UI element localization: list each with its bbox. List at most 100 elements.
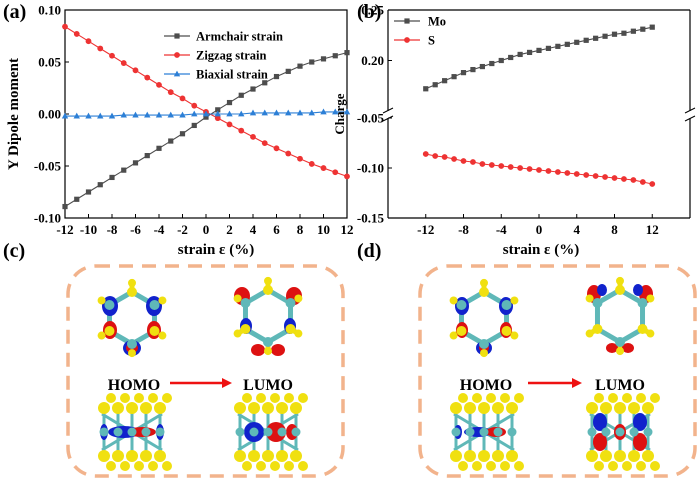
atom — [622, 461, 632, 471]
data-point-s — [432, 153, 439, 159]
atom — [242, 393, 252, 403]
data-point-biaxial — [120, 111, 127, 118]
data-point-mo — [574, 39, 580, 45]
data-point-s — [517, 165, 524, 171]
lumo-top-structure-d — [585, 276, 655, 356]
x-tick-label-a: -6 — [130, 222, 141, 237]
atom — [506, 450, 518, 462]
atom — [492, 402, 504, 414]
lumo-label-d: LUMO — [595, 377, 645, 394]
atom — [98, 402, 110, 414]
data-point-zigzag — [238, 127, 245, 134]
atom — [480, 278, 488, 287]
atom — [486, 461, 496, 471]
atom — [235, 427, 245, 437]
legend-label: Zigzag strain — [196, 49, 267, 63]
axis-break-mark — [684, 115, 696, 122]
data-point-mo — [470, 66, 476, 73]
legend-marker — [173, 70, 181, 77]
atom — [636, 461, 646, 471]
atom — [514, 461, 524, 471]
data-point-mo — [489, 60, 495, 67]
data-point-s — [554, 169, 561, 175]
lumo-top-structure-c — [233, 276, 303, 356]
atom — [162, 461, 172, 471]
data-point-biaxial — [108, 112, 116, 119]
axis-break-mark — [684, 107, 696, 114]
data-point-mo — [479, 63, 485, 70]
x-tick-label-b: -12 — [417, 222, 434, 237]
atom — [263, 427, 273, 437]
atom — [248, 450, 260, 462]
data-point-biaxial — [273, 109, 280, 116]
atom — [637, 298, 648, 308]
atom — [104, 300, 115, 310]
y-axis-title-b: Charge — [332, 93, 347, 134]
data-point-s — [451, 156, 457, 162]
data-point-biaxial — [191, 110, 198, 117]
x-tick-label-b: -4 — [496, 222, 507, 237]
data-point-s — [479, 161, 486, 167]
data-point-armchair — [62, 203, 68, 210]
atom — [290, 402, 302, 414]
atom — [270, 461, 280, 471]
data-point-mo — [640, 26, 646, 32]
data-point-biaxial — [308, 109, 315, 116]
atom — [162, 393, 172, 403]
atom — [479, 287, 489, 297]
atom — [112, 450, 124, 462]
data-point-zigzag — [156, 81, 162, 88]
data-point-zigzag — [85, 38, 92, 45]
legend-marker — [404, 37, 410, 43]
data-point-biaxial — [343, 108, 351, 115]
atom — [608, 461, 618, 471]
x-tick-label-b: 0 — [536, 222, 543, 237]
atom — [450, 402, 462, 414]
atom — [456, 300, 467, 310]
panel-label-b: (b) — [357, 1, 382, 23]
atom — [486, 393, 496, 403]
data-point-s — [621, 176, 627, 182]
atom — [298, 461, 308, 471]
data-point-s — [545, 168, 552, 174]
atom — [234, 402, 246, 414]
atom — [97, 296, 106, 305]
data-point-zigzag — [261, 140, 268, 147]
data-point-zigzag — [332, 169, 339, 176]
atom — [262, 450, 274, 462]
data-point-mo — [564, 41, 570, 47]
y-tick-label-b: -0.05 — [357, 111, 385, 126]
atom — [113, 427, 123, 437]
atom — [650, 393, 660, 403]
x-tick-label-a: 6 — [273, 222, 280, 237]
data-point-zigzag — [250, 133, 256, 140]
data-point-mo — [451, 74, 457, 80]
data-point-s — [470, 159, 476, 165]
atom — [506, 402, 518, 414]
orbital-lobe — [593, 433, 607, 451]
data-point-biaxial — [167, 111, 174, 118]
atom — [507, 427, 517, 437]
homo-side-structure-c — [98, 393, 172, 471]
y-tick-label-a: 0.00 — [38, 107, 61, 122]
data-point-armchair — [97, 182, 103, 188]
atom — [585, 294, 594, 303]
atom — [628, 402, 640, 414]
x-tick-label-b: 4 — [574, 222, 581, 237]
data-point-mo — [526, 49, 533, 56]
atom — [149, 326, 160, 336]
arrow-c — [170, 378, 232, 388]
atom — [128, 349, 136, 358]
atom — [128, 278, 136, 287]
atom — [594, 393, 604, 403]
orbital-lobe — [271, 344, 285, 356]
data-point-armchair — [344, 50, 350, 56]
atom — [628, 450, 640, 462]
legend-label: Mo — [428, 15, 446, 29]
atom — [501, 326, 512, 336]
legend-marker — [404, 18, 410, 24]
atom — [478, 402, 490, 414]
data-point-zigzag — [97, 45, 104, 52]
data-point-biaxial — [144, 111, 151, 118]
